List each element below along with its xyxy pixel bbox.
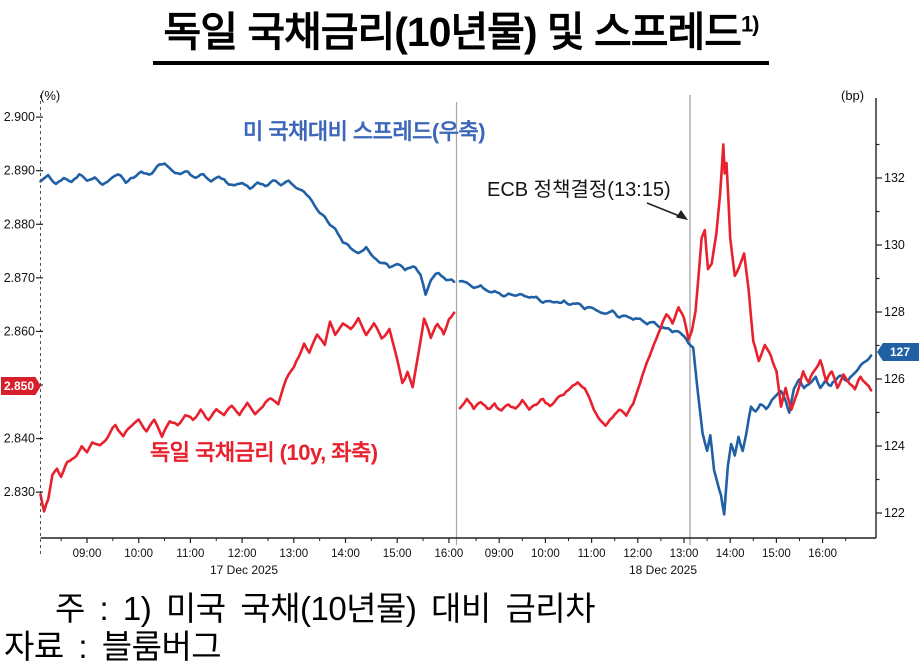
x-axis-hour-label: 16:00	[808, 548, 837, 560]
ecb-annotation-arrow	[646, 202, 683, 218]
series-line	[39, 311, 456, 513]
x-axis-hour-label: 11:00	[578, 548, 606, 560]
x-axis-hour-label: 10:00	[531, 548, 560, 560]
left-axis-tick-label: 2.890	[4, 164, 35, 178]
right-axis-tick-label: 122	[884, 506, 905, 520]
x-axis-hour-label: 09:00	[73, 548, 102, 560]
left-axis-tick-label: 2.830	[4, 485, 35, 499]
right-axis-tick-label: 132	[884, 171, 905, 185]
x-axis-date-label: 18 Dec 2025	[629, 563, 697, 577]
ecb-annotation-arrowhead	[676, 210, 688, 220]
left-axis-tick-label: 2.880	[4, 217, 35, 231]
left-axis-unit-label: (%)	[40, 88, 61, 103]
x-axis-hour-label: 15:00	[762, 548, 791, 560]
x-axis-hour-label: 14:00	[716, 548, 745, 560]
series-line	[458, 143, 873, 427]
title-superscript: 1)	[740, 11, 760, 37]
right-axis-unit-label: (bp)	[841, 88, 865, 103]
x-axis-hour-label: 13:00	[670, 548, 699, 560]
spread-series-label: 미 국채대비 스프레드(우축)	[243, 119, 486, 144]
right-axis-tick-label: 126	[884, 372, 905, 386]
x-axis-hour-label: 09:00	[485, 548, 514, 560]
source-note: 자료 : 블룸버그	[4, 628, 222, 664]
x-axis-hour-label: 14:00	[331, 548, 360, 560]
series-line	[458, 279, 873, 516]
footnote: 주 : 1) 미국 국채(10년물) 대비 금리차	[55, 590, 596, 627]
x-axis-date-label: 17 Dec 2025	[210, 563, 278, 577]
x-axis-hour-label: 11:00	[176, 548, 204, 560]
right-axis-tick-label: 128	[884, 305, 905, 319]
left-axis-tick-label: 2.840	[4, 432, 35, 446]
left-axis-tick-label: 2.860	[4, 324, 35, 338]
last-price-badge-right: 127	[877, 343, 919, 361]
last-price-badge-left: 2.850	[1, 377, 41, 395]
left-axis-tick-label: 2.870	[4, 271, 35, 285]
page-title: 독일 국채금리(10년물) 및 스프레드1)	[153, 9, 769, 66]
bund-series-label: 독일 국채금리 (10y, 좌축)	[150, 440, 378, 465]
x-axis-hour-label: 16:00	[435, 548, 464, 560]
title-text: 독일 국채금리(10년물) 및 스프레드	[163, 9, 741, 55]
x-axis-hour-label: 10:00	[124, 548, 153, 560]
x-axis-hour-label: 12:00	[228, 548, 257, 560]
right-axis-tick-label: 124	[884, 439, 905, 453]
ecb-decision-annotation: ECB 정책결정(13:15)	[487, 179, 671, 201]
x-axis-hour-label: 13:00	[279, 548, 308, 560]
series-line	[39, 162, 456, 296]
x-axis-hour-label: 12:00	[623, 548, 652, 560]
right-axis-tick-label: 130	[884, 238, 905, 252]
x-axis-hour-label: 15:00	[383, 548, 412, 560]
left-axis-tick-label: 2.900	[4, 110, 35, 124]
